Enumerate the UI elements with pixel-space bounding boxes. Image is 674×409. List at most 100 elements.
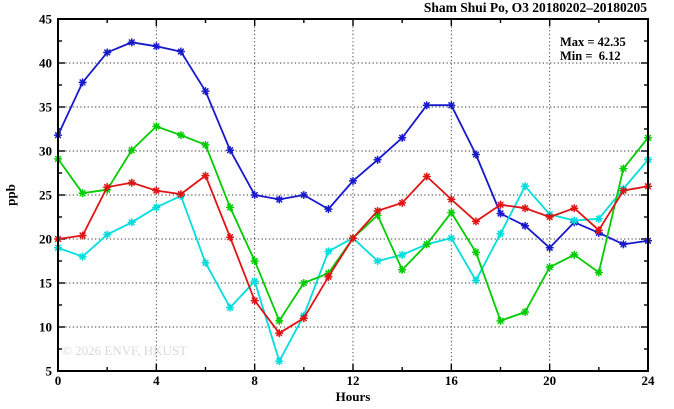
red-series-marker [398, 198, 407, 208]
cyan-series-marker [570, 216, 579, 225]
blue-series-marker [275, 195, 284, 204]
red-series-marker [201, 171, 210, 180]
watermark: © 2026 ENVF, HKUST [62, 343, 187, 358]
blue-series-marker [471, 150, 481, 159]
x-tick-label: 16 [445, 373, 459, 388]
marker-stroke [104, 49, 111, 56]
cyan-series-marker [520, 182, 530, 191]
x-tick-label: 24 [642, 373, 656, 388]
green-series-marker [152, 122, 161, 131]
chart-title: Sham Shui Po, O3 20180202–20180205 [424, 0, 647, 15]
green-series-marker [570, 250, 579, 259]
marker-stroke [128, 179, 135, 186]
red-series-marker [324, 272, 333, 281]
red-series-marker [373, 206, 382, 215]
blue-series-marker [78, 78, 87, 87]
marker-stroke [497, 201, 504, 208]
y-tick-label: 20 [39, 232, 52, 247]
y-tick-label: 10 [39, 320, 52, 335]
red-series-marker [348, 233, 358, 243]
blue-series-marker [225, 145, 235, 155]
marker-stroke [423, 173, 430, 180]
marker-stroke [153, 123, 160, 130]
cyan-series-marker [127, 218, 136, 227]
marker-stroke [79, 253, 86, 260]
marker-stroke [620, 165, 627, 172]
marker-stroke [448, 209, 455, 216]
blue-series-marker [348, 176, 358, 186]
marker-stroke [276, 330, 283, 337]
red-series-marker [496, 200, 505, 209]
marker-stroke [423, 241, 430, 248]
blue-series-marker [127, 38, 136, 47]
red-series-marker [299, 314, 308, 323]
marker-stroke [374, 156, 381, 163]
marker-stroke [448, 102, 455, 109]
marker-stroke [202, 259, 209, 266]
cyan-series-marker [373, 256, 382, 266]
marker-stroke [521, 205, 529, 212]
y-axis-label: ppb [3, 184, 18, 206]
green-series-marker [471, 248, 481, 257]
green-series-marker [176, 131, 186, 140]
marker-stroke [202, 141, 209, 148]
blue-series-marker [176, 47, 186, 56]
red-series-marker [275, 329, 284, 338]
marker-stroke [349, 234, 357, 242]
marker-stroke [374, 257, 381, 265]
y-tick-label: 45 [39, 12, 53, 27]
cyan-series-marker [250, 277, 259, 286]
red-series-line [57, 174, 649, 335]
marker-stroke [226, 234, 234, 241]
x-tick-label: 12 [347, 373, 360, 388]
marker-stroke [472, 151, 480, 158]
blue-series-marker [201, 87, 210, 96]
green-series-marker [496, 316, 505, 325]
blue-series-marker [619, 240, 628, 249]
green-series-marker [127, 145, 136, 155]
blue-series-marker [250, 190, 259, 200]
green-series-marker [299, 278, 308, 288]
marker-stroke [153, 187, 160, 194]
cyan-series-marker [398, 250, 407, 259]
marker-stroke [177, 190, 185, 198]
cyan-series-marker [324, 247, 333, 256]
marker-stroke [251, 278, 258, 285]
marker-stroke [620, 241, 627, 248]
marker-stroke [325, 248, 332, 255]
marker-stroke [497, 317, 504, 324]
marker-stroke [546, 244, 553, 251]
marker-stroke [595, 227, 602, 234]
x-tick-label: 0 [55, 373, 62, 388]
cyan-series-marker [447, 233, 456, 243]
marker-stroke [153, 43, 160, 50]
marker-stroke [546, 264, 553, 271]
red-series-marker [127, 178, 136, 187]
marker-stroke [104, 183, 111, 191]
cyan-series-marker [103, 230, 112, 239]
red-series-marker [545, 212, 554, 222]
red-series-marker [78, 231, 87, 240]
data-series [53, 38, 653, 366]
cyan-series-marker [78, 252, 87, 261]
marker-stroke [276, 317, 283, 324]
max-annotation: Max = 42.35 [560, 35, 626, 49]
blue-series-marker [496, 209, 505, 218]
cyan-series-marker [496, 229, 505, 238]
green-series-marker [520, 307, 530, 317]
marker-stroke [226, 146, 234, 154]
cyan-series-marker [594, 214, 603, 223]
red-series [53, 171, 653, 338]
blue-series-marker [447, 101, 456, 110]
y-tick-label: 25 [39, 188, 53, 203]
y-tick-label: 40 [39, 56, 52, 71]
red-series-marker [103, 182, 112, 192]
marker-stroke [153, 204, 160, 211]
red-series-marker [619, 186, 628, 195]
x-tick-label: 4 [153, 373, 160, 388]
marker-stroke [276, 357, 283, 365]
marker-stroke [595, 215, 602, 222]
cyan-series-marker [471, 276, 481, 285]
marker-stroke [300, 191, 307, 199]
marker-stroke [177, 48, 185, 55]
